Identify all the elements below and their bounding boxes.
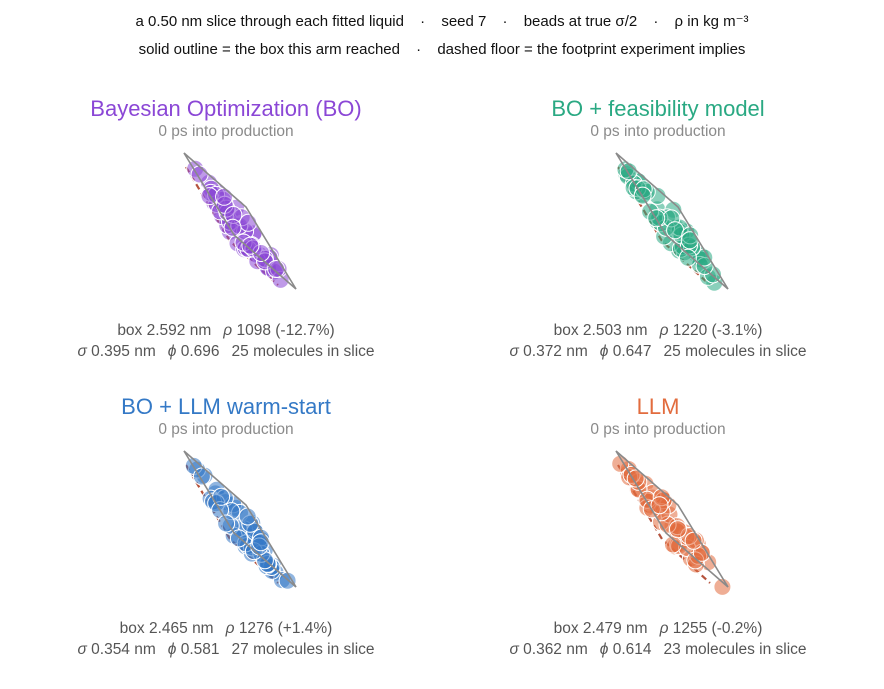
box-outline [183, 152, 297, 290]
molecule-count: 27 molecules in slice [231, 641, 375, 658]
molecule-bead [680, 231, 699, 250]
panel-title: LLM [636, 394, 680, 419]
box-size: box 2.465 nm [119, 620, 214, 637]
box-size: box 2.479 nm [553, 620, 648, 637]
molecule-bead [650, 496, 669, 515]
panel-bo-feasibility: BO + feasibility model 0 ps into product… [438, 96, 878, 386]
panel-subtitle: 0 ps into production [158, 123, 294, 140]
box-outline [615, 450, 729, 588]
panel-bo: Bayesian Optimization (BO) 0 ps into pro… [6, 96, 446, 386]
panel-info-2: σ 0.372 nm ϕ 0.647 25 molecules in slice [509, 343, 807, 360]
header-rho-units: ρ in kg m⁻³ [674, 13, 749, 30]
molecule-bead [626, 469, 645, 488]
slice-box [615, 152, 729, 292]
molecule-count: 23 molecules in slice [663, 641, 807, 658]
density: 1276 (+1.4%) [238, 620, 333, 637]
slice-box [611, 450, 732, 596]
header-sep: · [653, 13, 659, 30]
header-beads: beads at true σ/2 [523, 13, 638, 30]
header-sep: · [502, 13, 508, 30]
header-line-1: a 0.50 nm slice through each fitted liqu… [0, 12, 884, 30]
box-size: box 2.503 nm [553, 322, 648, 339]
header-slice: a 0.50 nm slice through each fitted liqu… [135, 13, 404, 30]
molecule-bead [666, 221, 685, 240]
molecule-bead [239, 213, 258, 232]
panel-info-2: σ 0.362 nm ϕ 0.614 23 molecules in slice [509, 641, 807, 658]
panel-subtitle: 0 ps into production [590, 123, 726, 140]
panel-title: BO + LLM warm-start [121, 394, 331, 419]
box-size: box 2.592 nm [117, 322, 212, 339]
panel-info-1: box 2.503 nm ρ 1220 (-3.1%) [553, 322, 763, 339]
header-seed: seed 7 [441, 13, 487, 30]
molecule-bead [668, 520, 687, 539]
panel-title: Bayesian Optimization (BO) [90, 96, 362, 121]
box-outline [615, 152, 729, 290]
density: 1098 (-12.7%) [236, 322, 335, 339]
panel-info-2: σ 0.395 nm ϕ 0.696 25 molecules in slice [77, 343, 375, 360]
phi: 0.696 [180, 343, 220, 360]
density: 1220 (-3.1%) [672, 322, 763, 339]
molecule-bead [223, 218, 242, 237]
phi: 0.581 [180, 641, 220, 658]
molecule-bead [267, 260, 286, 278]
sigma: 0.372 nm [523, 343, 588, 360]
box-outline [183, 450, 297, 588]
molecule-bead [215, 187, 234, 206]
panel-subtitle: 0 ps into production [590, 421, 726, 438]
sigma: 0.395 nm [91, 343, 156, 360]
sigma: 0.354 nm [91, 641, 156, 658]
header-dashed-legend: dashed floor = the footprint experiment … [437, 41, 746, 58]
molecule-bead [241, 236, 260, 255]
panel-info-2: σ 0.354 nm ϕ 0.581 27 molecules in slice [77, 641, 375, 658]
panel-llm: LLM 0 ps into production box 2.479 nm ρ 1… [438, 394, 878, 684]
phi: 0.647 [612, 343, 652, 360]
panel-info-1: box 2.479 nm ρ 1255 (-0.2%) [553, 620, 763, 637]
panel-title: BO + feasibility model [551, 96, 765, 121]
slice-box [183, 152, 297, 290]
molecule-bead [678, 248, 697, 267]
slice-box [183, 450, 297, 590]
molecule-bead [713, 577, 732, 596]
header-sep: · [420, 13, 426, 30]
molecule-bead [251, 533, 270, 552]
density: 1255 (-0.2%) [672, 620, 763, 637]
header-sep: · [416, 41, 422, 58]
phi: 0.614 [612, 641, 652, 658]
header-line-2: solid outline = the box this arm reached… [0, 41, 884, 58]
panel-subtitle: 0 ps into production [158, 421, 294, 438]
panel-bo-llm: BO + LLM warm-start 0 ps into production… [6, 394, 446, 684]
molecule-count: 25 molecules in slice [663, 343, 807, 360]
panel-info-1: box 2.465 nm ρ 1276 (+1.4%) [119, 620, 333, 637]
sigma: 0.362 nm [523, 641, 588, 658]
header-solid-legend: solid outline = the box this arm reached [138, 41, 400, 58]
molecule-count: 25 molecules in slice [231, 343, 375, 360]
panel-info-1: box 2.592 nm ρ 1098 (-12.7%) [117, 322, 335, 339]
